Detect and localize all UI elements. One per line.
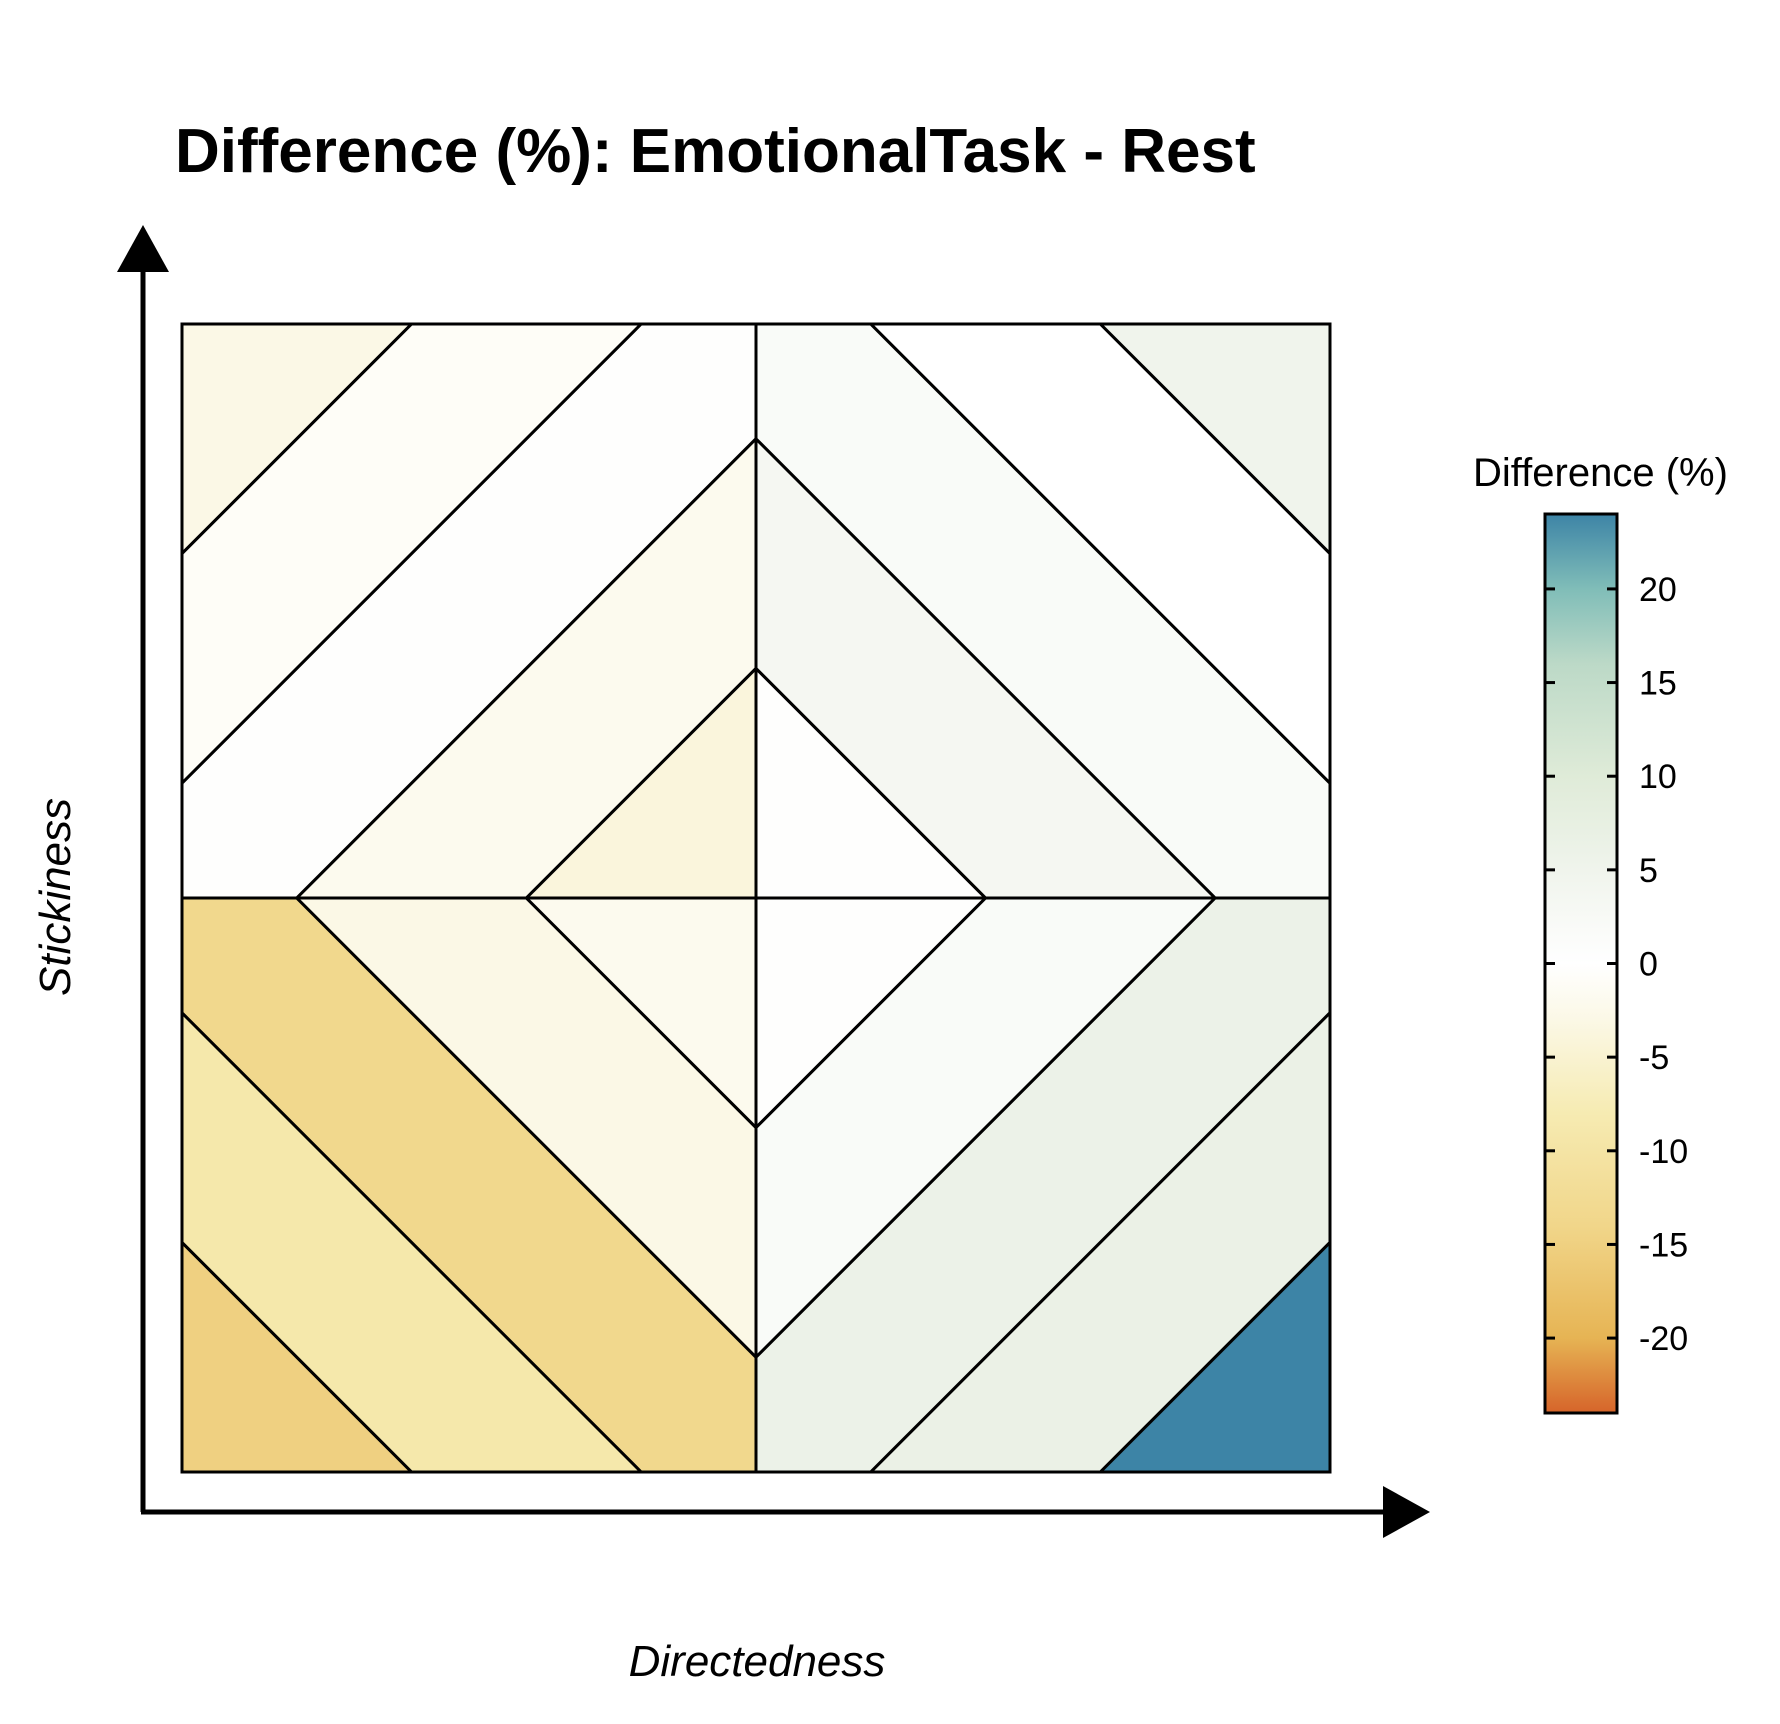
axes: [117, 225, 1430, 1538]
colorbar-tick-label: -15: [1639, 1226, 1688, 1264]
colorbar-tick-label: 5: [1639, 852, 1658, 890]
colorbar-tick-label: 15: [1639, 665, 1677, 703]
plot-frame: [180, 322, 1332, 1474]
x-axis-arrow-icon: [1383, 1486, 1430, 1538]
x-axis-label: Directedness: [629, 1637, 886, 1686]
legend: Difference (%) 20 15 10 5 0 -5 -10 -15 -20: [1473, 451, 1728, 1415]
legend-title: Difference (%): [1473, 451, 1728, 495]
colorbar-tick-label: -10: [1639, 1133, 1688, 1171]
chart-title: Difference (%): EmotionalTask - Rest: [175, 117, 1256, 186]
colorbar-tick-label: 10: [1639, 758, 1677, 796]
colorbar-tick-label: 0: [1639, 946, 1658, 984]
colorbar-tick-label: -20: [1639, 1320, 1688, 1358]
colorbar-tick-label: -5: [1639, 1039, 1669, 1077]
y-axis-label: Stickiness: [31, 798, 80, 996]
colorbar: 20 15 10 5 0 -5 -10 -15 -20: [1543, 512, 1688, 1415]
plot-area: [180, 322, 1332, 1474]
colorbar-gradient: [1543, 512, 1619, 1415]
colorbar-tick-label: 20: [1639, 571, 1677, 609]
y-axis-arrow-icon: [117, 225, 169, 272]
